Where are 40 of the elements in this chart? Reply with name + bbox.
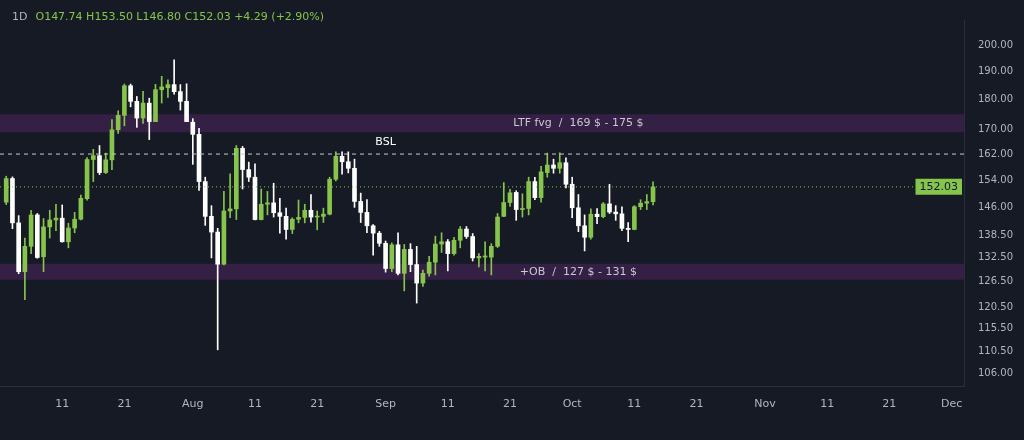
y-tick-label: 190.00 xyxy=(978,65,1013,77)
candlestick xyxy=(625,222,631,243)
band-label: +OB / 127 $ - 131 $ xyxy=(519,264,637,278)
y-tick-label: 110.50 xyxy=(978,345,1013,357)
y-tick-label: 154.00 xyxy=(978,173,1013,185)
y-tick-label: 180.00 xyxy=(978,93,1013,105)
y-tick-label: 115.50 xyxy=(978,322,1013,334)
x-tick-label: 21 xyxy=(689,397,704,411)
y-tick-label: 170.00 xyxy=(978,122,1013,134)
y-tick-label: 138.50 xyxy=(978,228,1013,240)
candlestick xyxy=(277,197,283,234)
y-tick-label: 106.00 xyxy=(978,366,1013,378)
x-tick-label: Oct xyxy=(562,397,583,411)
chart-subtitle: O147.74 H153.50 L146.80 C152.03 +4.29 (+2.90%) xyxy=(35,10,325,23)
y-tick-label: 200.00 xyxy=(978,38,1013,50)
chart-title: 1D xyxy=(12,10,28,23)
x-tick-label: 11 xyxy=(627,397,642,411)
candlestick xyxy=(613,205,619,221)
y-tick-label: 126.50 xyxy=(978,275,1013,287)
x-tick-label: 21 xyxy=(882,397,897,411)
x-tick-label: Aug xyxy=(182,397,204,411)
x-tick-label: 11 xyxy=(820,397,835,411)
x-tick-label: 21 xyxy=(310,397,325,411)
y-tick-label: 120.50 xyxy=(978,300,1013,312)
x-tick-label: Dec xyxy=(940,397,963,411)
y-tick-label: 162.00 xyxy=(978,147,1013,159)
y-tick-label: 132.50 xyxy=(978,251,1013,263)
ref-line-label: 152.03 xyxy=(919,179,959,193)
x-tick-label: 11 xyxy=(440,397,455,411)
x-tick-label: 21 xyxy=(502,397,517,411)
y-tick-label: 146.00 xyxy=(978,201,1013,213)
x-tick-label: 21 xyxy=(117,397,132,411)
x-tick-label: 11 xyxy=(247,397,262,411)
candlestick xyxy=(165,79,171,98)
band-label: LTF fvg / 169 $ - 175 $ xyxy=(513,116,644,130)
candlestick xyxy=(90,148,96,182)
ref-line-label: BSL xyxy=(375,134,397,148)
x-tick-label: 11 xyxy=(55,397,70,411)
x-tick-label: Nov xyxy=(754,397,777,411)
x-tick-label: Sep xyxy=(375,397,396,411)
